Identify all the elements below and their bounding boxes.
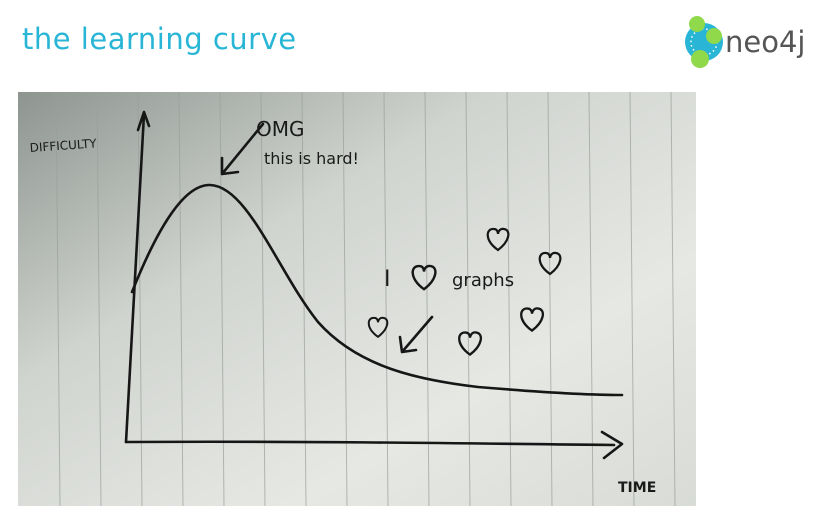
ruled-line <box>424 92 430 506</box>
ruled-line <box>547 92 553 506</box>
ruled-line <box>588 92 594 506</box>
heart-icon <box>458 331 483 357</box>
ruled-line <box>670 92 676 506</box>
logo-text: neo4j <box>725 25 805 59</box>
graphs-annotation-i: I <box>384 267 391 292</box>
ruled-line <box>629 92 635 506</box>
ruled-line <box>383 92 389 506</box>
y-axis-arrow <box>136 110 151 132</box>
heart-icon <box>367 316 389 339</box>
heart-icon <box>538 251 562 276</box>
ruled-line <box>137 92 143 506</box>
x-axis <box>124 440 616 447</box>
paper-background <box>18 92 696 506</box>
peak-pointer-arrow <box>220 122 265 176</box>
y-axis-label: DIFFICULTY <box>29 136 97 155</box>
ruled-line <box>260 92 266 506</box>
learning-curve <box>130 183 624 397</box>
ruled-line <box>96 92 102 506</box>
ruled-line <box>219 92 225 506</box>
ruled-line <box>506 92 512 506</box>
heart-icon <box>486 227 510 252</box>
slide-title: the learning curve <box>22 22 297 56</box>
ruled-line <box>342 92 348 506</box>
peak-annotation-hard: this is hard! <box>264 149 359 168</box>
ruled-line <box>465 92 471 506</box>
ruled-line <box>178 92 184 506</box>
heart-icon <box>520 307 545 333</box>
learning-curve-sketch: DIFFICULTY OMG this is hard! I graphs TI… <box>18 92 696 506</box>
x-axis-label: TIME <box>618 480 656 496</box>
ruled-line <box>301 92 307 506</box>
graphs-annotation-word: graphs <box>452 270 514 291</box>
ruled-lines <box>55 92 676 506</box>
x-axis-arrow <box>600 430 624 460</box>
graphs-pointer-arrow <box>398 315 434 354</box>
ruled-line <box>55 92 61 506</box>
neo4j-logo: neo4j <box>685 16 805 68</box>
y-axis <box>124 112 146 444</box>
peak-annotation-omg: OMG <box>256 117 305 141</box>
